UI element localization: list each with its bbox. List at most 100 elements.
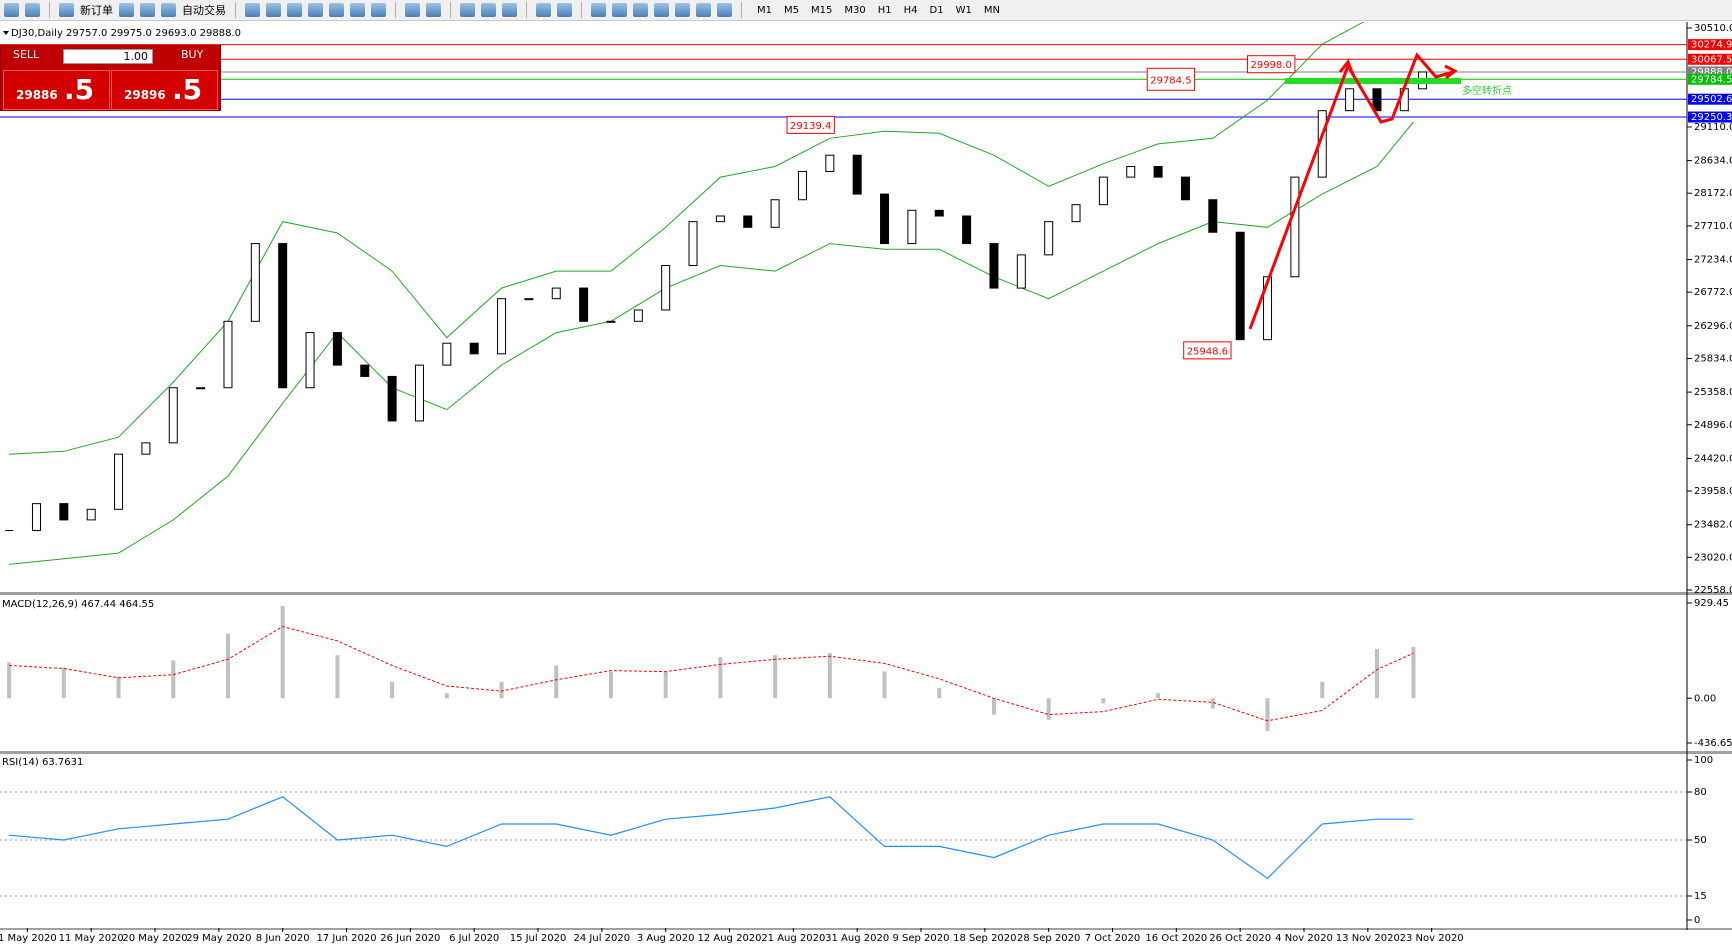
annotation-box	[1247, 55, 1296, 74]
icon[interactable]	[329, 3, 344, 17]
icon[interactable]	[119, 3, 134, 17]
timeframe[interactable]: M15	[811, 4, 833, 16]
icon[interactable]	[654, 3, 669, 17]
macd-title: MACD(12,26,9) 467.44 464.55	[2, 599, 154, 610]
timeframe[interactable]: D1	[929, 4, 944, 16]
candle	[1180, 176, 1190, 201]
candle	[1208, 199, 1218, 233]
icon[interactable]	[25, 3, 40, 17]
panel	[9, 796, 1414, 880]
icon[interactable]	[161, 3, 176, 17]
candle	[852, 154, 862, 195]
macd-bar	[937, 688, 942, 699]
icon[interactable]	[502, 3, 517, 17]
buy-button[interactable]: BUY	[181, 48, 204, 61]
timeframe[interactable]: W1	[955, 4, 972, 16]
macd-bar	[1101, 698, 1106, 704]
timeframe[interactable]: M5	[784, 4, 799, 16]
icon[interactable]	[350, 3, 365, 17]
icon[interactable]	[633, 3, 648, 17]
price-line-label: 30067.5	[1691, 54, 1732, 65]
price-line-tag	[1688, 66, 1732, 78]
candle	[797, 170, 807, 201]
icon[interactable]	[426, 3, 441, 17]
x-tick-label: 18 Sep 2020	[953, 933, 1016, 944]
icon[interactable]	[140, 3, 155, 17]
support-bar	[1285, 78, 1461, 84]
candle	[387, 375, 397, 422]
candle	[907, 209, 917, 245]
panel-separator	[0, 592, 1732, 595]
y-tick-label: 80	[1694, 787, 1707, 798]
annotation: 29784.5	[1150, 75, 1191, 86]
candle	[332, 332, 342, 366]
icon[interactable]	[557, 3, 572, 17]
icon[interactable]	[675, 3, 690, 17]
icon[interactable]	[612, 3, 627, 17]
candle	[360, 364, 370, 377]
icon[interactable]	[371, 3, 386, 17]
macd-bar	[882, 671, 887, 699]
icon[interactable]	[4, 3, 19, 17]
candle	[1126, 166, 1136, 178]
panel-separator	[0, 751, 1732, 754]
icon[interactable]	[591, 3, 606, 17]
bollinger-upper	[9, 22, 1365, 455]
y-tick-label: 22558.0	[1694, 585, 1732, 596]
macd-bar	[225, 633, 230, 699]
x-tick-label: 8 Jun 2020	[256, 933, 310, 944]
x-tick-label: 31 Aug 2020	[825, 933, 889, 944]
x-tick-label: 16 Oct 2020	[1145, 933, 1207, 944]
icon[interactable]	[266, 3, 281, 17]
y-tick-label: -436.65	[1694, 738, 1732, 749]
auto-trade[interactable]: 自动交易	[182, 4, 226, 17]
timeframes: M1 M5 M15 M30 H1 H4 D1 W1 MN	[751, 5, 1006, 16]
timeframe[interactable]: H4	[903, 4, 918, 16]
x-tick-label: 28 Sep 2020	[1017, 933, 1080, 944]
sell-price[interactable]: 29886 .5	[3, 70, 110, 110]
x-tick-label: 6 Jul 2020	[449, 933, 499, 944]
price-line-label: 29250.3	[1691, 112, 1732, 123]
macd-bar	[499, 681, 504, 699]
timeframe[interactable]: M30	[844, 4, 866, 16]
sell-button[interactable]: SELL	[13, 48, 40, 61]
toolbar: 新订单 自动交易 M1 M5 M15 M30 H1 H4 D1 W1 MN	[0, 0, 1732, 21]
candle	[497, 298, 507, 355]
x-tick-label: 26 Jun 2020	[380, 933, 440, 944]
buy-price[interactable]: 29896 .5	[111, 70, 218, 110]
bollinger-lower	[9, 121, 1414, 565]
macd-bar	[718, 657, 723, 699]
candle	[1016, 254, 1026, 289]
price-line-label: 30274.9	[1691, 40, 1732, 51]
y-tick-label: 929.45	[1694, 598, 1729, 609]
rsi-title: RSI(14) 63.7631	[2, 757, 83, 768]
macd-bar	[390, 681, 395, 699]
annotation: 29998.0	[1251, 60, 1292, 71]
x-tick-label: 12 Aug 2020	[697, 933, 761, 944]
timeframe[interactable]: MN	[983, 4, 1000, 16]
y-tick-label: 50	[1694, 835, 1707, 846]
icon[interactable]	[59, 3, 74, 17]
candle	[1235, 231, 1245, 341]
icon[interactable]	[536, 3, 551, 17]
lots-input[interactable]: 1.00	[63, 49, 153, 64]
candle	[59, 503, 69, 521]
candle	[551, 287, 561, 300]
icon[interactable]	[717, 3, 732, 17]
candle	[770, 199, 780, 228]
new-order[interactable]: 新订单	[80, 4, 113, 17]
macd-bar	[663, 671, 668, 699]
icon[interactable]	[308, 3, 323, 17]
icon[interactable]	[460, 3, 475, 17]
icon[interactable]	[405, 3, 420, 17]
macd-bar	[1156, 693, 1161, 699]
icon[interactable]	[696, 3, 711, 17]
icon[interactable]	[245, 3, 260, 17]
icon[interactable]	[481, 3, 496, 17]
candle	[989, 243, 999, 289]
timeframe[interactable]: M1	[757, 4, 772, 16]
macd-bar	[1210, 698, 1215, 709]
timeframe[interactable]: H1	[877, 4, 892, 16]
icon[interactable]	[287, 3, 302, 17]
